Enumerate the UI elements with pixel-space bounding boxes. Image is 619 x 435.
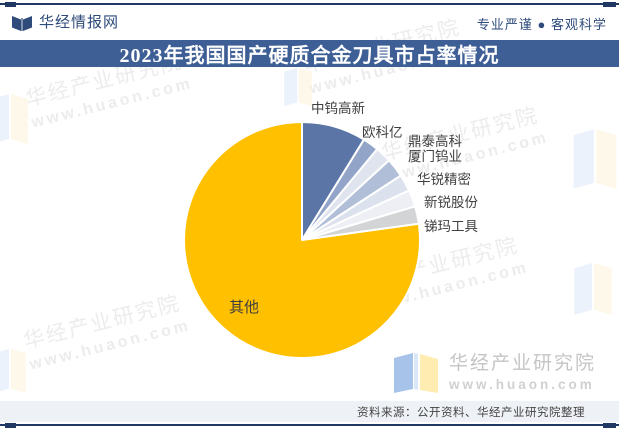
slice-label-1: 欧科亿 xyxy=(362,125,403,140)
brand-name: 华经情报网 xyxy=(39,14,120,31)
chart-title: 2023年我国国产硬质合金刀具市占率情况 xyxy=(119,45,500,67)
bottom-rule-left-cap xyxy=(5,422,16,428)
slice-label-7: 其他 xyxy=(229,299,260,316)
slice-label-2: 鼎泰高科 xyxy=(408,134,462,149)
top-rule xyxy=(0,3,619,5)
top-rule-left-cap xyxy=(5,1,16,7)
slice-label-0: 中钨高新 xyxy=(311,101,365,116)
slice-label-4: 华锐精密 xyxy=(417,172,471,187)
top-rule-right-cap xyxy=(603,1,616,7)
source-bar: 资料来源：公开资料、华经产业研究院整理 xyxy=(0,401,619,422)
bottom-rule-right-cap xyxy=(603,422,616,428)
footer-logo: 华经产业研究院 www.huaon.com xyxy=(393,352,596,394)
header-tagline: 专业严谨 ● 客观科学 xyxy=(476,17,607,32)
slice-label-6: 锑玛工具 xyxy=(424,219,478,234)
footer-book-logo-icon xyxy=(394,353,438,393)
pie-slice-7 xyxy=(183,121,421,359)
slice-label-3: 厦门钨业 xyxy=(408,149,462,164)
slice-label-5: 新锐股份 xyxy=(424,195,478,210)
footer-logo-name: 华经产业研究院 xyxy=(449,353,597,374)
title-bar: 2023年我国国产硬质合金刀具市占率情况 xyxy=(0,40,619,67)
source-text: 资料来源：公开资料、华经产业研究院整理 xyxy=(357,406,585,419)
bottom-rule xyxy=(0,424,619,426)
open-book-logo-icon xyxy=(12,15,32,31)
header-brand: 华经情报网 xyxy=(12,11,119,32)
footer-logo-url: www.huaon.com xyxy=(449,377,595,392)
